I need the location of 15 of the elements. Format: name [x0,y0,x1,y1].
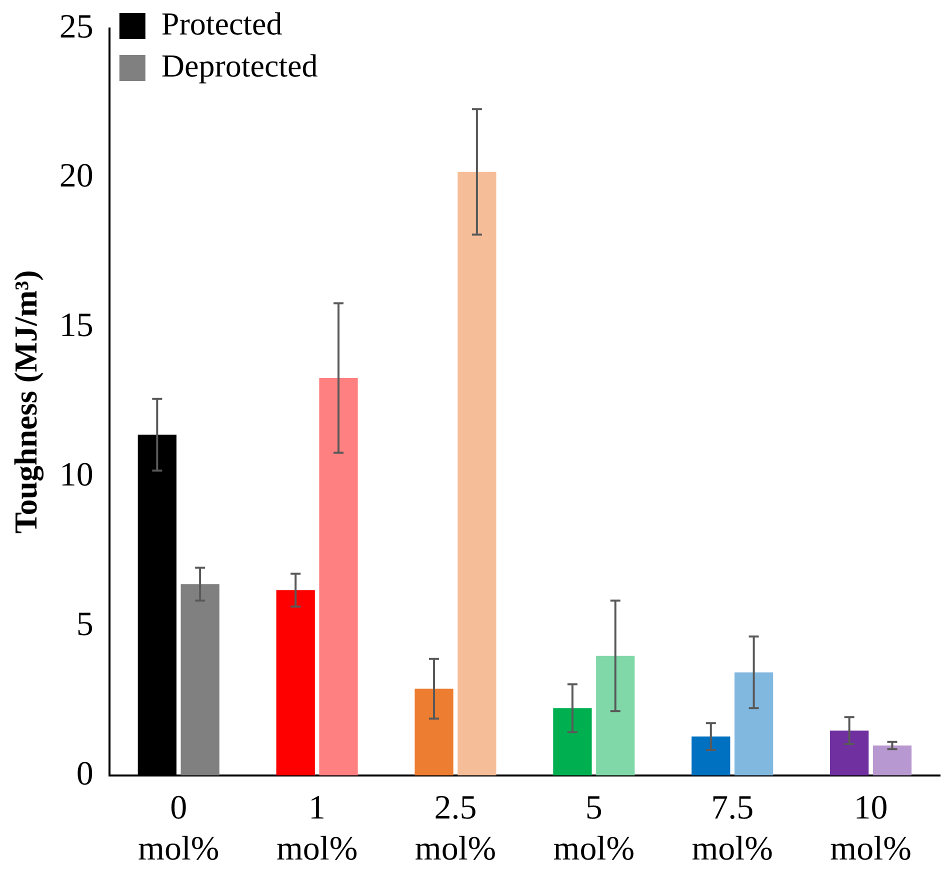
x-tick-label: 7.5 mol% [692,790,773,868]
x-tick-label: 5 mol% [553,790,635,868]
x-tick-label: 10 mol% [830,790,912,868]
y-tick-label: 10 [59,456,94,494]
legend-label: Protected [161,5,282,42]
y-tick-label: 25 [59,8,94,46]
legend-label: Deprotected [161,47,318,84]
y-tick-label: 20 [59,158,94,195]
y-axis-title: Toughness (MJ/m³) [7,270,44,534]
x-tick-label: 2.5 mol% [414,790,496,868]
y-tick-label: 0 [76,755,94,792]
y-tick-label: 5 [76,606,94,643]
x-tick-label: 0 mol% [138,790,220,868]
x-tick-label: 1 mol% [276,790,358,868]
y-tick-label: 15 [59,307,94,344]
